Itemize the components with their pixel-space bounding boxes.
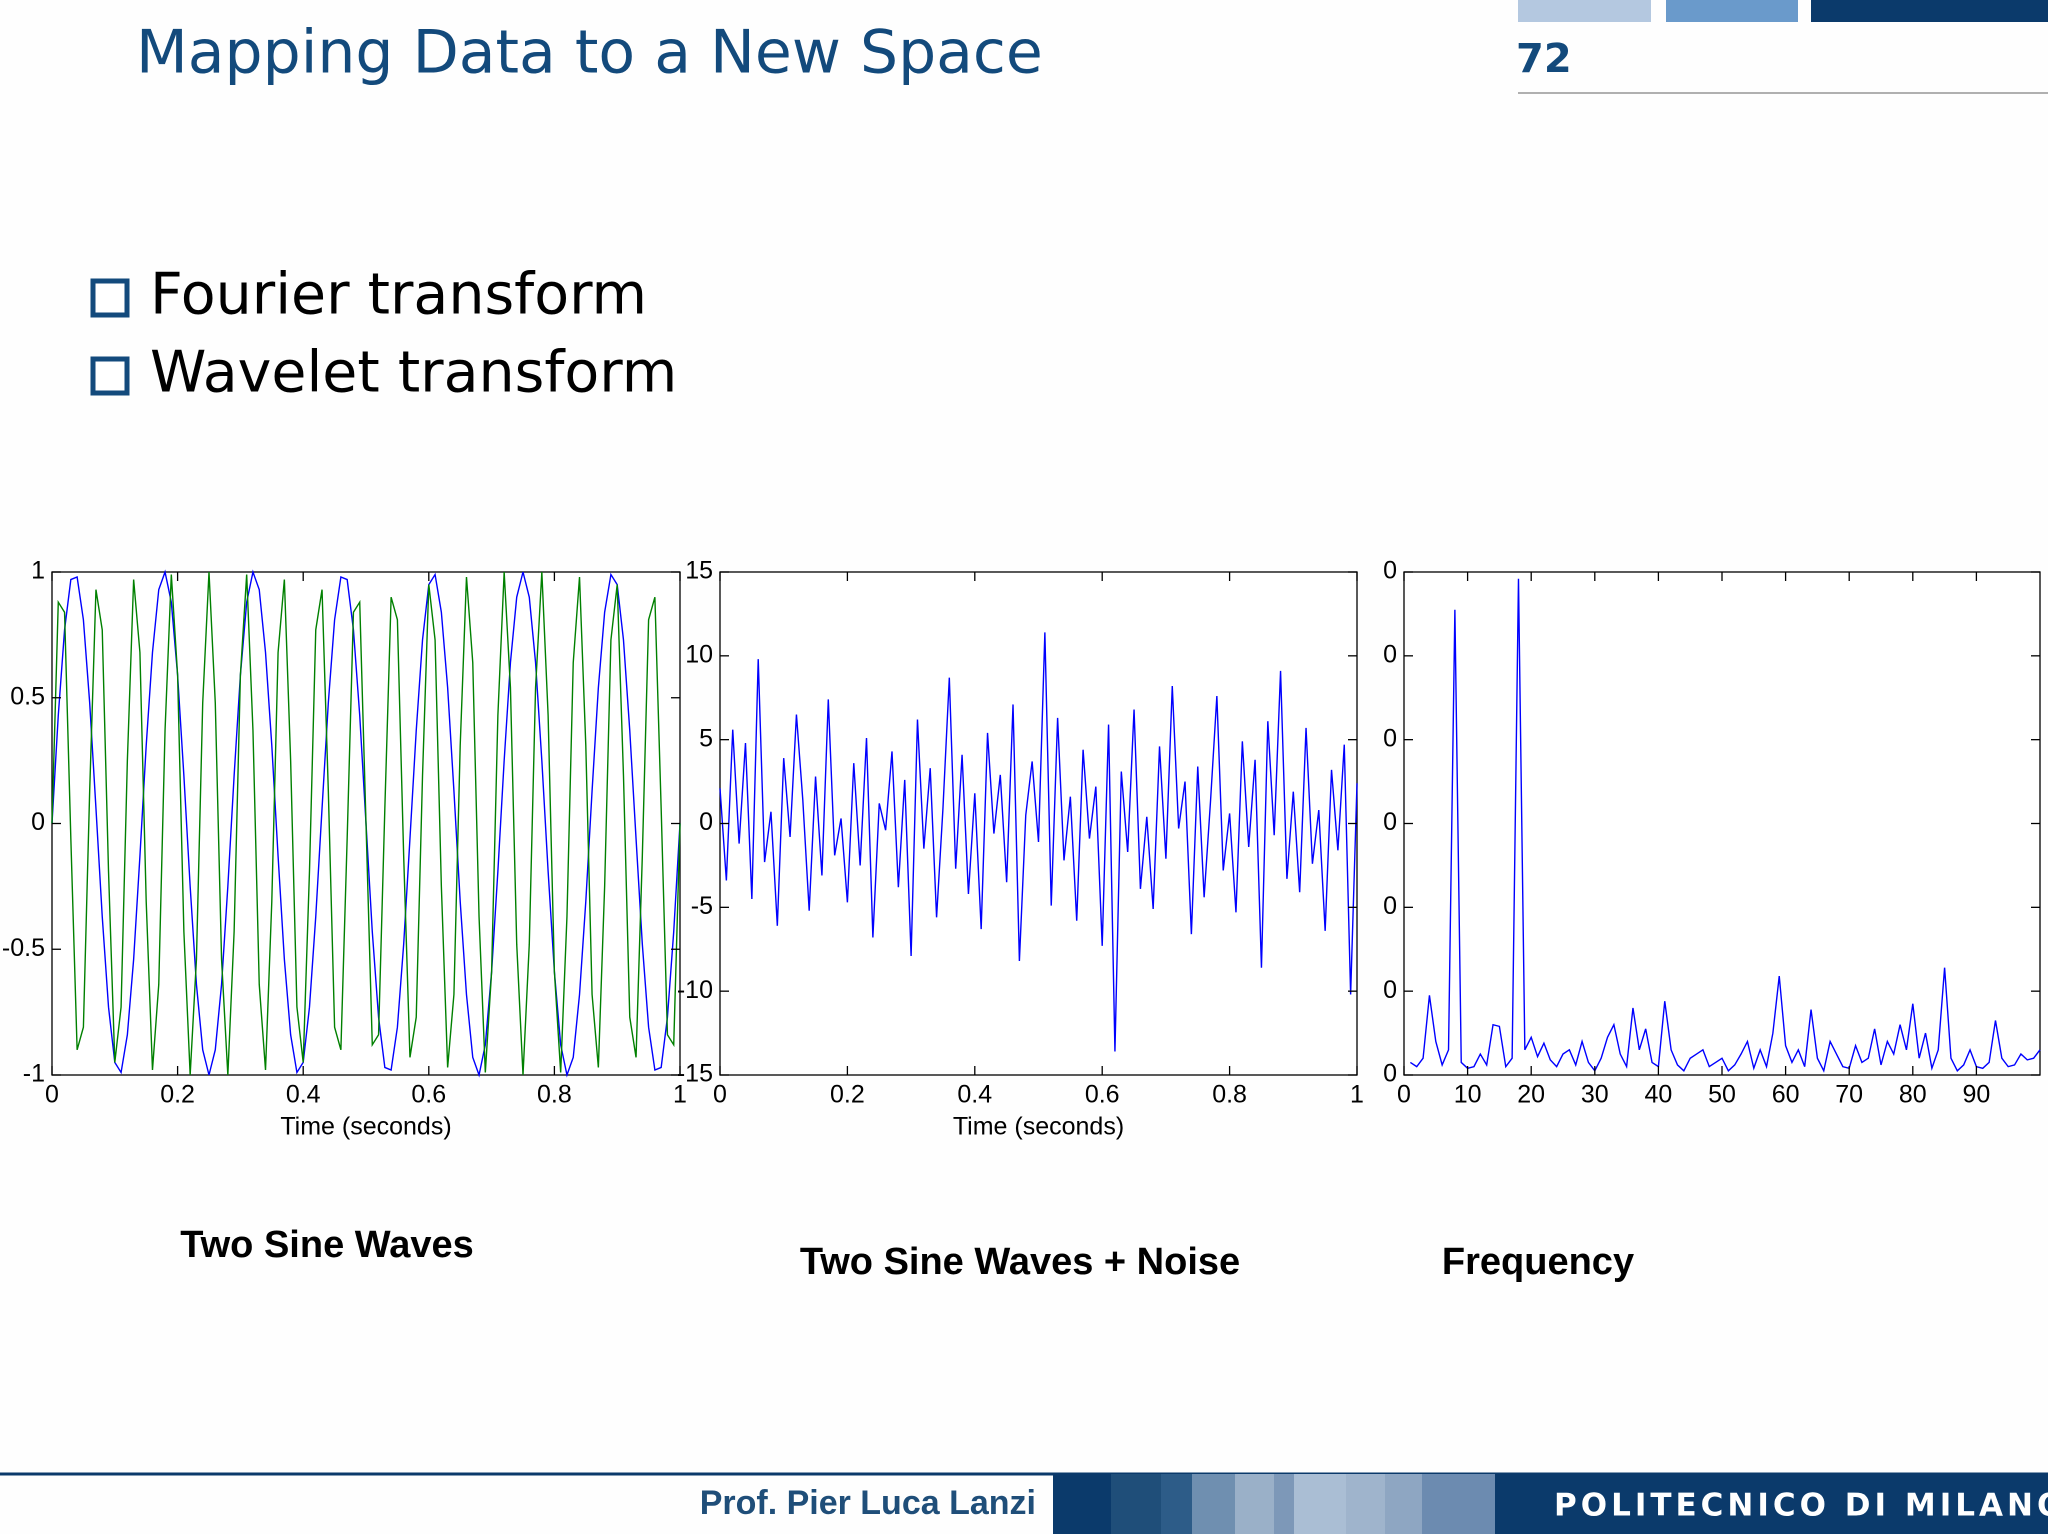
header-block: [1811, 0, 2048, 22]
x-tick-label: 0.4: [957, 1081, 992, 1109]
y-tick-label: 0: [1383, 557, 1397, 585]
chart-caption: Two Sine Waves: [180, 1224, 474, 1266]
footer-block: [1495, 1474, 2048, 1534]
x-tick-label: 0.6: [411, 1081, 446, 1109]
footer-blocks: [1053, 1474, 2048, 1534]
bullet-box: [90, 356, 130, 396]
footer-block: [1422, 1474, 1495, 1534]
x-tick-label: 80: [1899, 1081, 1927, 1109]
slide-title: Mapping Data to a New Space: [136, 18, 1043, 88]
footer-block: [1346, 1474, 1385, 1534]
x-tick-label: 70: [1835, 1081, 1863, 1109]
y-tick-label: -5: [691, 892, 713, 920]
y-tick-label: 0: [1383, 976, 1397, 1004]
plot-frame: [1403, 571, 2041, 1076]
footer-author: Prof. Pier Luca Lanzi: [700, 1484, 1036, 1522]
y-tick-label: 1: [31, 557, 45, 585]
y-tick-label: 10: [685, 640, 713, 668]
x-axis-label: Time (seconds): [280, 1113, 451, 1141]
header-block: [1666, 0, 1798, 22]
footer-block: [1294, 1474, 1346, 1534]
x-axis-label: Time (seconds): [953, 1113, 1124, 1141]
y-tick-label: 0: [1383, 640, 1397, 668]
y-tick-label: 5: [699, 724, 713, 752]
footer-institution: POLITECNICO DI MILANO: [1554, 1488, 2048, 1524]
footer-block: [1161, 1474, 1192, 1534]
x-tick-label: 0: [713, 1081, 727, 1109]
y-tick-label: 0: [1383, 808, 1397, 836]
header-block: [1518, 0, 1651, 22]
x-tick-label: 1: [673, 1081, 687, 1109]
y-tick-label: 0: [699, 808, 713, 836]
chart: 0 0.2 0.4 0.6 0.8 1 -1 -0.5 0 0.5 1 Time (seconds) T…: [2, 557, 687, 1266]
x-tick-label: 0: [1397, 1081, 1411, 1109]
x-tick-label: 0.8: [537, 1081, 572, 1109]
y-tick-label: -0.5: [2, 934, 45, 962]
x-tick-label: 10: [1454, 1081, 1482, 1109]
y-tick-label: 0: [1383, 892, 1397, 920]
y-tick-label: -15: [677, 1060, 713, 1088]
footer-block: [1053, 1474, 1111, 1534]
x-tick-label: 1: [1350, 1081, 1364, 1109]
bullet-text: Fourier transform: [150, 262, 647, 328]
data-line: [51, 571, 681, 1076]
x-tick-label: 0.6: [1085, 1081, 1120, 1109]
x-tick-label: 60: [1772, 1081, 1800, 1109]
x-tick-label: 0.2: [160, 1081, 195, 1109]
y-tick-label: 0.5: [10, 682, 45, 710]
footer-block: [1111, 1474, 1161, 1534]
footer-block: [1192, 1474, 1235, 1534]
x-tick-label: 20: [1517, 1081, 1545, 1109]
bullet-box: [90, 278, 130, 318]
chart-caption: Two Sine Waves + Noise: [800, 1241, 1240, 1283]
page-number: 72: [1516, 36, 1572, 82]
footer-block: [1385, 1474, 1422, 1534]
x-tick-label: 30: [1581, 1081, 1609, 1109]
x-tick-label: 40: [1644, 1081, 1672, 1109]
x-tick-label: 0.2: [830, 1081, 865, 1109]
y-tick-label: 0: [31, 808, 45, 836]
x-tick-label: 0.4: [286, 1081, 321, 1109]
y-tick-label: 0: [1383, 724, 1397, 752]
y-tick-label: 0: [1383, 1060, 1397, 1088]
y-tick-label: -1: [23, 1060, 45, 1088]
x-tick-label: 0: [45, 1081, 59, 1109]
x-tick-label: 0.8: [1212, 1081, 1247, 1109]
chart: 0 0.2 0.4 0.6 0.8 1 -15 -10 -5 0 5 10 15 Time (second…: [677, 557, 1364, 1283]
data-line: [1409, 578, 2041, 1073]
chart-caption: Frequency: [1442, 1241, 1634, 1283]
footer-block: [1235, 1474, 1274, 1534]
bullet-text: Wavelet transform: [150, 340, 677, 406]
x-tick-label: 50: [1708, 1081, 1736, 1109]
footer-block: [1274, 1474, 1294, 1534]
data-line: [719, 632, 1358, 1052]
y-tick-label: -10: [677, 976, 713, 1004]
y-tick-label: 15: [685, 557, 713, 585]
x-tick-label: 90: [1962, 1081, 1990, 1109]
